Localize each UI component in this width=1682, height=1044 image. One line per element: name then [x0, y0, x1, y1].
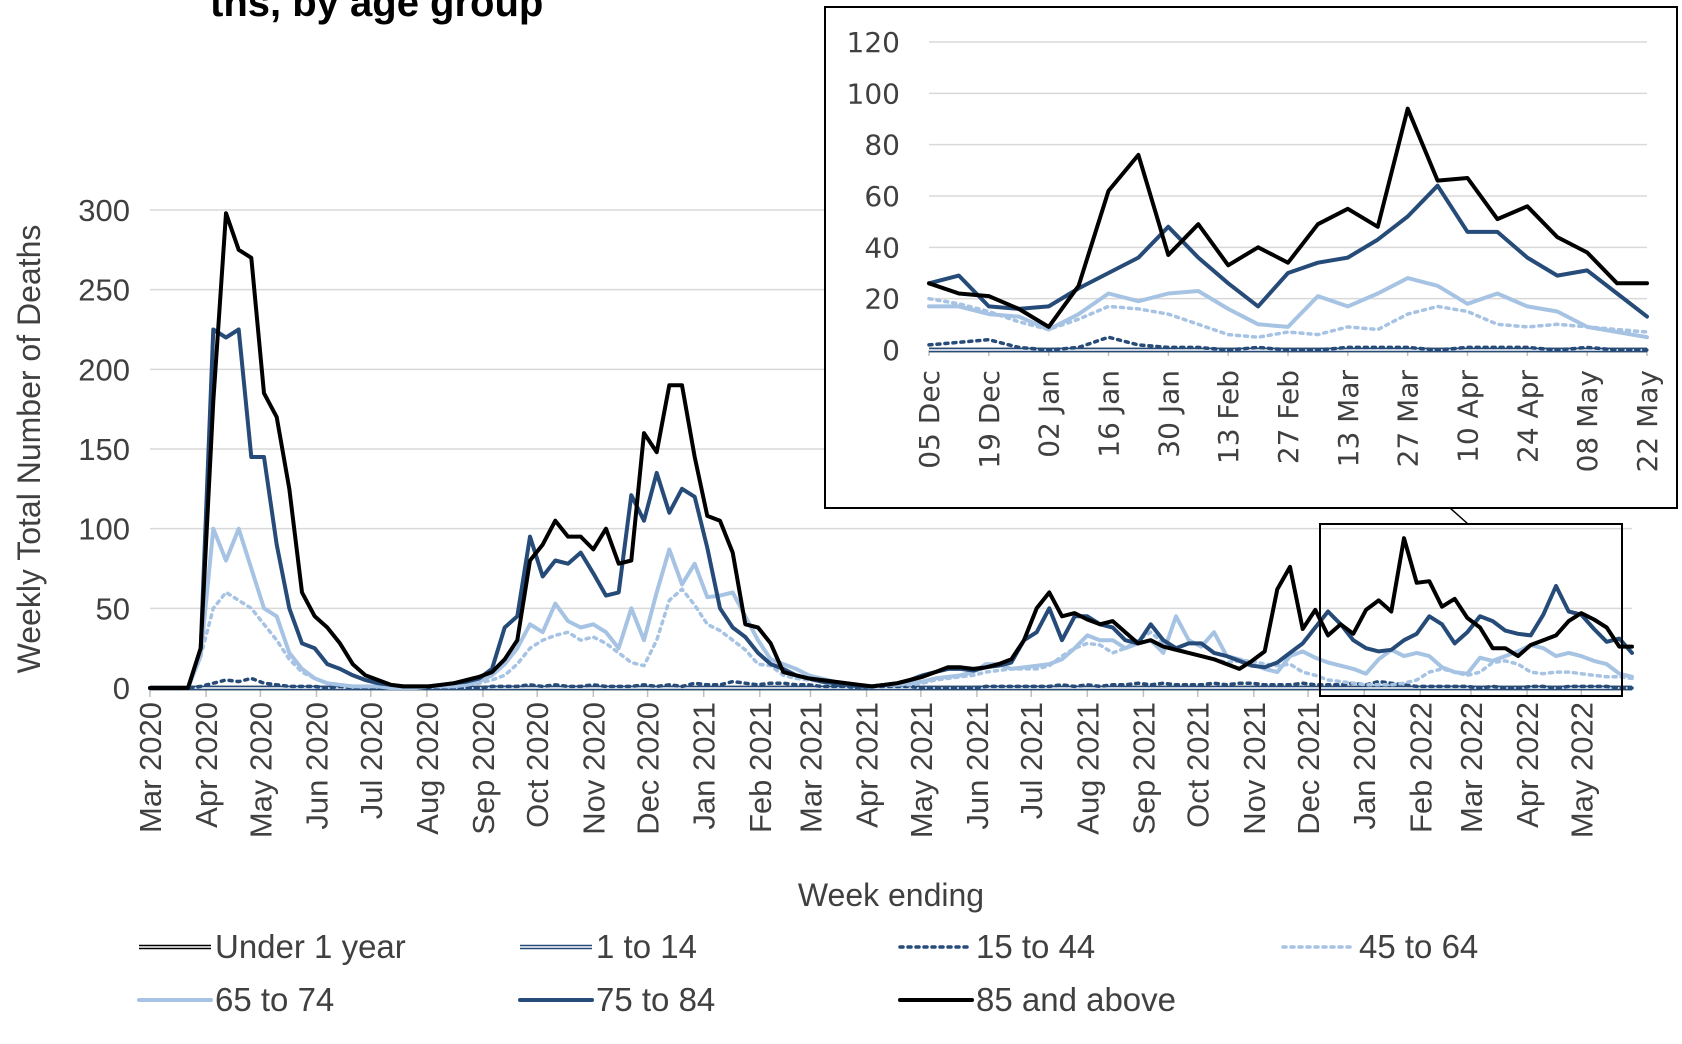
legend-item-1-to-14: 1 to 14 [520, 928, 697, 965]
legend: Under 1 year 1 to 14 15 to 44 45 to 64 65 to… [137, 928, 1478, 1018]
inset-x-tick-label: 24 Apr [1511, 370, 1544, 463]
inset-y-tick-label: 120 [847, 26, 900, 59]
legend-item-under-1-year: Under 1 year [139, 928, 406, 965]
legend-label: Under 1 year [215, 928, 406, 965]
inset-x-tick-label: 02 Jan [1033, 370, 1066, 458]
inset-chart: 0 20 40 60 80 100 120 05 Dec 19 Dec 02 Jan 16 Jan 3… [824, 6, 1678, 697]
y-tick-label: 100 [78, 512, 130, 547]
inset-x-tick-label: 19 Dec [973, 370, 1006, 469]
x-tick-label: Jul 2020 [354, 702, 389, 819]
inset-y-tick-label: 0 [882, 334, 900, 367]
inset-x-tick-label: 30 Jan [1152, 370, 1185, 458]
x-tick-label: Feb 2021 [743, 702, 778, 833]
y-tick-label: 50 [96, 591, 130, 626]
x-tick-label: Nov 2021 [1237, 702, 1272, 835]
inset-x-tick-label: 22 May [1631, 370, 1664, 472]
x-tick-label: Dec 2020 [631, 702, 666, 835]
x-tick-label: Jan 2022 [1347, 702, 1382, 830]
inset-y-tick-label: 20 [864, 283, 900, 316]
x-tick-label: Sep 2021 [1126, 702, 1161, 835]
inset-x-tick-label: 13 Feb [1212, 370, 1245, 464]
y-tick-label: 150 [78, 432, 130, 467]
zoom-connector [1449, 507, 1469, 525]
legend-label: 85 and above [976, 981, 1176, 1018]
y-tick-label: 300 [78, 193, 130, 228]
legend-label: 75 to 84 [596, 981, 715, 1018]
x-tick-label: Jun 2020 [299, 702, 334, 830]
x-tick-label: Aug 2020 [410, 702, 445, 835]
legend-item-65-to-74: 65 to 74 [137, 981, 334, 1018]
inset-y-tick-label: 40 [864, 231, 900, 264]
x-tick-label: Jun 2021 [960, 702, 995, 830]
x-tick-label: Apr 2022 [1510, 702, 1545, 828]
legend-label: 15 to 44 [976, 928, 1095, 965]
x-tick-label: Mar 2022 [1454, 702, 1489, 833]
inset-series-15-to-44 [927, 335, 1649, 352]
inset-series-65-to-74 [927, 276, 1649, 340]
inset-x-tick-label: 05 Dec [913, 370, 946, 469]
inset-series-75-to-84 [927, 183, 1649, 319]
inset-x-tick-label: 27 Feb [1272, 370, 1305, 464]
legend-item-45-to-64: 45 to 64 [1281, 928, 1478, 965]
zoom-box [1319, 523, 1623, 697]
x-tick-label: May 2022 [1564, 702, 1599, 838]
heading-fragment: ths, by age group [210, 0, 543, 25]
legend-item-75-to-84: 75 to 84 [518, 981, 715, 1018]
y-tick-label: 0 [113, 671, 130, 706]
legend-item-85-and-above: 85 and above [898, 981, 1176, 1018]
inset-frame [824, 6, 1678, 509]
x-tick-label: May 2021 [904, 702, 939, 838]
x-tick-label: Mar 2020 [133, 702, 168, 833]
x-tick-label: Mar 2021 [793, 702, 828, 833]
x-tick-label: Apr 2021 [850, 702, 885, 828]
inset-x-tick-label: 10 Apr [1452, 370, 1485, 463]
x-tick-label: Oct 2020 [520, 702, 555, 828]
x-tick-label: Dec 2021 [1291, 702, 1326, 835]
x-tick-label: Oct 2021 [1181, 702, 1216, 828]
inset-x-tick-label: 27 Mar [1392, 370, 1425, 468]
legend-item-15-to-44: 15 to 44 [898, 928, 1095, 965]
x-tick-label: Jan 2021 [687, 702, 722, 830]
inset-x-tick-label: 13 Mar [1332, 370, 1365, 468]
x-tick-label: Aug 2021 [1070, 702, 1105, 835]
x-tick-label: Apr 2020 [189, 702, 224, 828]
inset-series-85-and-above [927, 106, 1649, 329]
y-tick-label: 250 [78, 273, 130, 308]
main-series-85-and-above [148, 211, 1634, 690]
x-tick-label: Feb 2022 [1403, 702, 1438, 833]
inset-x-tick-label: 08 May [1571, 370, 1604, 472]
x-tick-label: May 2020 [243, 702, 278, 838]
x-tick-label: Sep 2020 [466, 702, 501, 835]
y-tick-label: 200 [78, 352, 130, 387]
legend-label: 1 to 14 [596, 928, 697, 965]
legend-label: 65 to 74 [215, 981, 334, 1018]
legend-label: 45 to 64 [1359, 928, 1478, 965]
inset-y-tick-label: 60 [864, 180, 900, 213]
x-tick-label: Nov 2020 [576, 702, 611, 835]
x-axis-title: Week ending [798, 877, 984, 913]
inset-y-tick-label: 100 [847, 77, 900, 110]
x-tick-label: Jul 2021 [1014, 702, 1049, 819]
inset-y-tick-label: 80 [864, 129, 900, 162]
y-axis-title: Weekly Total Number of Deaths [11, 225, 47, 674]
inset-x-tick-label: 16 Jan [1093, 370, 1126, 458]
